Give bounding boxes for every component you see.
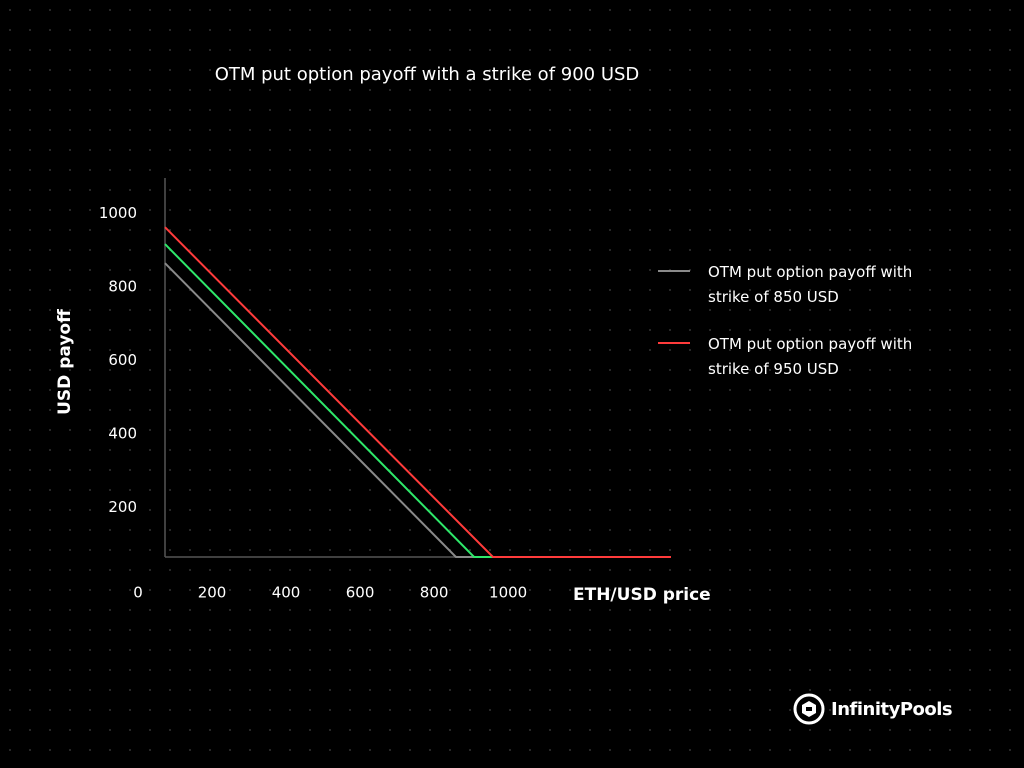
chart-title: OTM put option payoff with a strike of 9… bbox=[215, 64, 640, 85]
x-tick-label: 600 bbox=[346, 584, 375, 602]
y-tick-label: 400 bbox=[108, 424, 137, 442]
logo-icon bbox=[793, 693, 825, 725]
y-tick-label: 600 bbox=[108, 351, 137, 369]
x-tick-label: 1000 bbox=[489, 584, 527, 602]
series-line bbox=[164, 226, 671, 558]
logo: InfinityPools bbox=[793, 693, 953, 725]
logo-text: InfinityPools bbox=[831, 698, 953, 720]
x-axis-label: ETH/USD price bbox=[573, 585, 711, 605]
legend-label: OTM put option payoff with strike of 850… bbox=[708, 263, 913, 306]
x-tick-label: 200 bbox=[198, 584, 227, 602]
y-tick-label: 800 bbox=[108, 278, 137, 296]
y-tick-label: 200 bbox=[108, 498, 137, 516]
y-tick-label: 1000 bbox=[99, 204, 137, 222]
x-tick-label: 0 bbox=[133, 584, 143, 602]
legend-swatch bbox=[658, 342, 690, 344]
x-tick-label: 800 bbox=[420, 584, 449, 602]
legend: OTM put option payoff with strike of 850… bbox=[658, 260, 958, 404]
series-line bbox=[164, 243, 671, 558]
legend-swatch bbox=[658, 270, 690, 272]
legend-item: OTM put option payoff with strike of 850… bbox=[658, 260, 958, 310]
legend-item: OTM put option payoff with strike of 950… bbox=[658, 332, 958, 382]
x-tick-label: 400 bbox=[272, 584, 301, 602]
series-line bbox=[164, 262, 671, 558]
legend-label: OTM put option payoff with strike of 950… bbox=[708, 335, 913, 378]
y-axis-label: USD payoff bbox=[55, 309, 75, 415]
